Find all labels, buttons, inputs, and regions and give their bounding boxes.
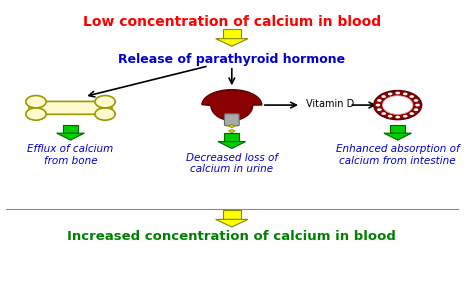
Circle shape <box>410 95 414 98</box>
Circle shape <box>95 108 115 120</box>
Polygon shape <box>223 210 241 219</box>
Circle shape <box>395 92 400 95</box>
Polygon shape <box>223 29 241 39</box>
Polygon shape <box>228 125 235 128</box>
Circle shape <box>382 112 386 115</box>
Circle shape <box>414 99 419 102</box>
Text: Decreased loss of
calcium in urine: Decreased loss of calcium in urine <box>186 153 278 174</box>
FancyBboxPatch shape <box>29 101 112 114</box>
Circle shape <box>403 115 408 118</box>
Text: Increased concentration of calcium in blood: Increased concentration of calcium in bl… <box>67 230 396 243</box>
Circle shape <box>410 112 414 115</box>
Circle shape <box>395 116 400 119</box>
Text: Vitamin D: Vitamin D <box>306 99 354 109</box>
Polygon shape <box>218 142 246 149</box>
Circle shape <box>388 115 392 118</box>
Text: Efflux of calcium
from bone: Efflux of calcium from bone <box>27 144 114 166</box>
FancyBboxPatch shape <box>224 114 239 126</box>
Circle shape <box>26 108 46 120</box>
Polygon shape <box>224 133 239 142</box>
Polygon shape <box>216 219 248 227</box>
Circle shape <box>403 93 408 95</box>
Polygon shape <box>390 125 405 133</box>
Polygon shape <box>384 133 411 140</box>
Circle shape <box>375 104 380 106</box>
Circle shape <box>374 91 422 120</box>
Polygon shape <box>63 125 78 133</box>
Circle shape <box>415 104 420 106</box>
Circle shape <box>388 93 392 95</box>
Polygon shape <box>202 90 262 121</box>
Circle shape <box>95 96 115 108</box>
Circle shape <box>377 99 382 102</box>
Circle shape <box>382 95 386 98</box>
Text: Enhanced absorption of
calcium from intestine: Enhanced absorption of calcium from inte… <box>336 144 459 166</box>
Text: Release of parathyroid hormone: Release of parathyroid hormone <box>118 53 346 66</box>
Circle shape <box>377 108 382 111</box>
Text: Low concentration of calcium in blood: Low concentration of calcium in blood <box>83 15 381 29</box>
Polygon shape <box>57 133 84 140</box>
Circle shape <box>383 96 413 114</box>
Polygon shape <box>216 39 248 46</box>
Circle shape <box>26 96 46 108</box>
Circle shape <box>414 108 419 111</box>
Polygon shape <box>228 129 235 133</box>
